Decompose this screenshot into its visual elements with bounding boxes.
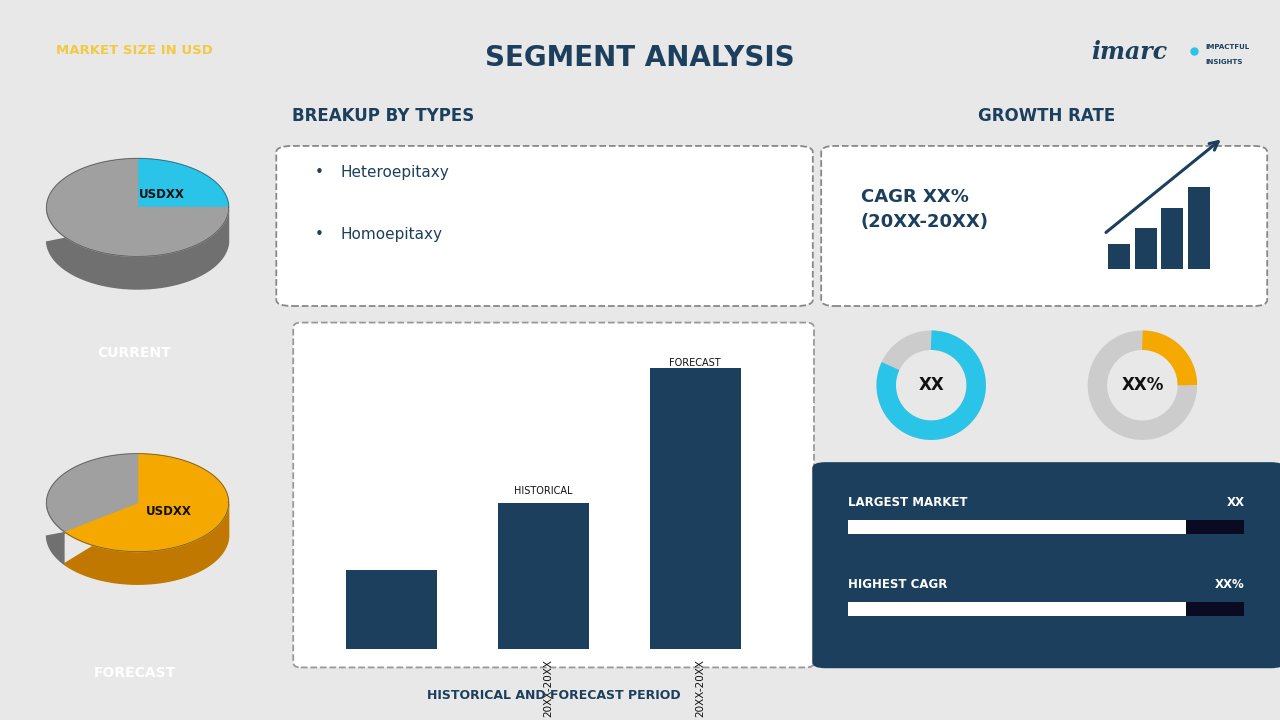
Text: MARKET SIZE IN USD: MARKET SIZE IN USD bbox=[56, 44, 212, 57]
Bar bbox=[498, 503, 589, 649]
Text: BREAKUP BY TYPES: BREAKUP BY TYPES bbox=[292, 107, 475, 125]
Polygon shape bbox=[46, 503, 138, 564]
Text: imarc: imarc bbox=[1091, 40, 1167, 64]
Text: USDXX: USDXX bbox=[146, 505, 192, 518]
Text: GROWTH RATE: GROWTH RATE bbox=[978, 107, 1115, 125]
Text: 20XX-20XX: 20XX-20XX bbox=[544, 659, 553, 717]
Bar bbox=[347, 570, 438, 649]
Text: HIGHEST CAGR: HIGHEST CAGR bbox=[847, 578, 947, 591]
Text: SEGMENT ANALYSIS: SEGMENT ANALYSIS bbox=[485, 44, 795, 71]
Text: USDXX: USDXX bbox=[140, 188, 186, 201]
Bar bbox=[650, 368, 741, 649]
FancyBboxPatch shape bbox=[276, 146, 813, 306]
FancyBboxPatch shape bbox=[822, 146, 1267, 306]
Bar bbox=[1108, 245, 1130, 269]
Text: HISTORICAL AND FORECAST PERIOD: HISTORICAL AND FORECAST PERIOD bbox=[426, 689, 681, 702]
Text: XX: XX bbox=[1226, 497, 1244, 510]
Bar bbox=[1161, 207, 1183, 269]
Text: •: • bbox=[315, 227, 324, 242]
Bar bbox=[1187, 602, 1244, 616]
FancyBboxPatch shape bbox=[293, 323, 814, 667]
Text: XX: XX bbox=[918, 376, 945, 395]
Text: XX%: XX% bbox=[1121, 376, 1164, 395]
Text: CURRENT: CURRENT bbox=[97, 346, 172, 360]
Polygon shape bbox=[46, 454, 138, 531]
Polygon shape bbox=[138, 158, 229, 207]
Polygon shape bbox=[46, 210, 229, 289]
Text: XX%: XX% bbox=[1215, 578, 1244, 591]
Text: INSIGHTS: INSIGHTS bbox=[1206, 59, 1243, 65]
Text: FORECAST: FORECAST bbox=[669, 358, 721, 368]
Text: IMPACTFUL: IMPACTFUL bbox=[1206, 44, 1249, 50]
Text: LARGEST MARKET: LARGEST MARKET bbox=[847, 497, 968, 510]
Text: CAGR XX%
(20XX-20XX): CAGR XX% (20XX-20XX) bbox=[861, 188, 989, 231]
Text: Homoepitaxy: Homoepitaxy bbox=[340, 227, 442, 242]
Bar bbox=[1188, 187, 1210, 269]
Polygon shape bbox=[64, 504, 229, 584]
Text: FORECAST: FORECAST bbox=[93, 666, 175, 680]
Polygon shape bbox=[64, 454, 229, 552]
Bar bbox=[1187, 521, 1244, 534]
Text: 20XX-20XX: 20XX-20XX bbox=[695, 659, 705, 717]
Text: Heteroepitaxy: Heteroepitaxy bbox=[340, 165, 449, 180]
Bar bbox=[847, 602, 1187, 616]
Text: •: • bbox=[315, 165, 324, 180]
Text: HISTORICAL: HISTORICAL bbox=[515, 486, 572, 496]
Bar bbox=[1135, 228, 1157, 269]
Polygon shape bbox=[46, 158, 229, 256]
Bar bbox=[847, 521, 1187, 534]
FancyBboxPatch shape bbox=[813, 462, 1280, 668]
